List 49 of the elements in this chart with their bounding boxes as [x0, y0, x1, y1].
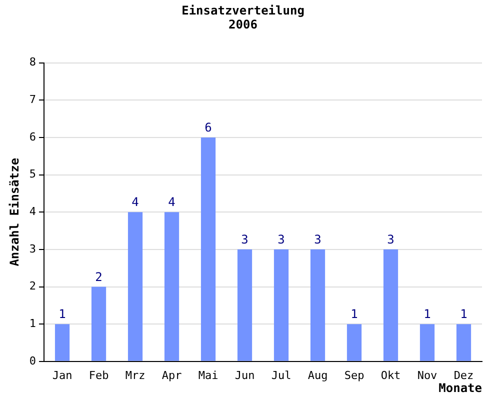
bar [91, 286, 106, 361]
data-label: 2 [95, 270, 102, 284]
y-tick-label: 6 [29, 130, 36, 144]
data-label: 3 [387, 232, 394, 247]
x-tick-label: Feb [88, 368, 109, 382]
data-label: 6 [204, 120, 212, 135]
x-tick-label: Mai [198, 368, 218, 382]
bar [54, 324, 70, 361]
x-tick-label: Sep [344, 368, 364, 382]
bar [420, 324, 435, 361]
data-label: 3 [314, 232, 322, 247]
chart-subtitle: 2006 [228, 18, 258, 32]
x-axis-title: Monate [438, 380, 482, 395]
bar [128, 212, 143, 361]
x-tick-label: Apr [162, 368, 182, 382]
bar [310, 249, 326, 361]
bar [346, 324, 362, 361]
y-axis-title: Anzahl Einsätze [7, 158, 22, 266]
data-label: 1 [350, 307, 358, 322]
data-label: 1 [58, 307, 66, 322]
data-label: 4 [132, 195, 139, 210]
x-tick-label: Okt [380, 368, 401, 382]
y-tick-label: 7 [29, 92, 36, 106]
x-tick-label: Jul [271, 368, 292, 382]
bar [200, 137, 216, 361]
y-tick-label: 5 [29, 168, 36, 181]
x-tick-label: Jun [234, 368, 255, 382]
y-tick-label: 8 [29, 56, 36, 69]
x-tick-label: Mrz [125, 368, 146, 382]
x-tick-label: Jan [52, 368, 72, 382]
data-label: 4 [168, 195, 176, 210]
x-tick-label: Aug [308, 368, 328, 382]
y-tick-label: 3 [29, 242, 36, 256]
bar [164, 212, 180, 361]
bar [237, 249, 252, 361]
y-tick-label: 1 [29, 316, 36, 330]
y-tick-label: 0 [29, 354, 36, 368]
data-label: 3 [278, 232, 285, 247]
y-tick-label: 2 [29, 280, 36, 293]
bar [383, 249, 398, 361]
chart-title: Einsatzverteilung [182, 3, 304, 18]
data-label: 3 [241, 232, 248, 247]
bar [274, 249, 289, 361]
x-tick-label: Dez [454, 368, 474, 382]
data-label: 1 [460, 307, 468, 322]
data-label: 1 [424, 307, 431, 322]
bar [456, 324, 472, 361]
y-tick-label: 4 [29, 204, 36, 218]
x-tick-label: Nov [417, 368, 438, 382]
